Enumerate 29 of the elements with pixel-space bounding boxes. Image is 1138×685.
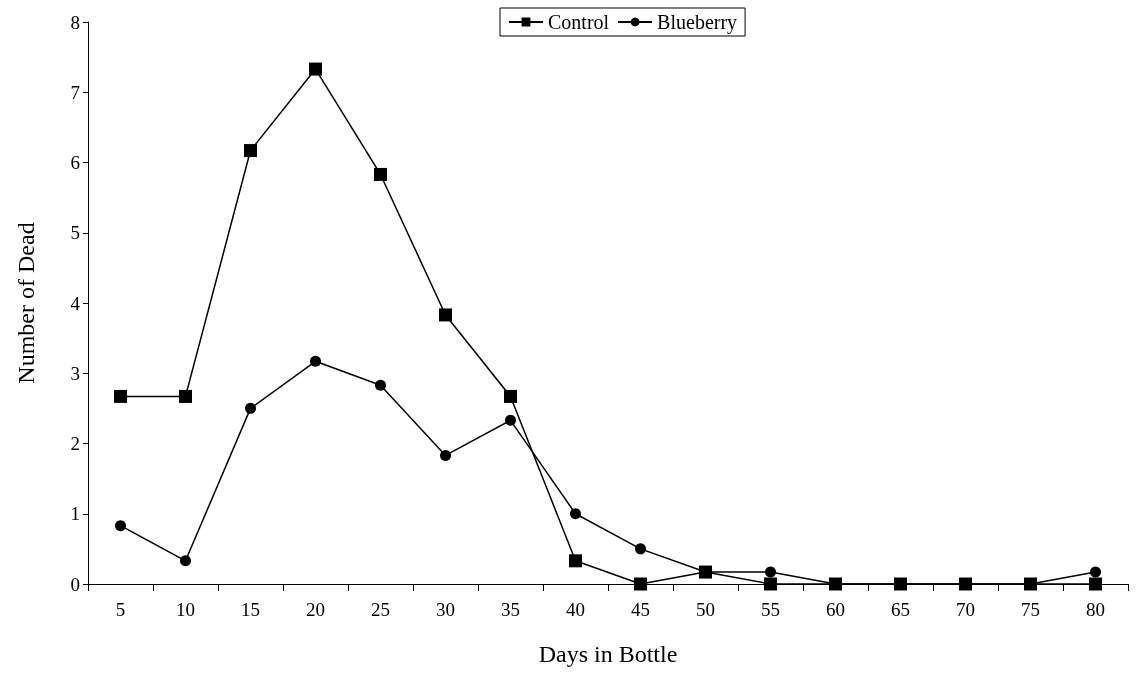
x-tick-label: 5	[115, 599, 126, 620]
y-tick-label: 4	[70, 292, 81, 314]
x-tick-label: 75	[1021, 599, 1040, 620]
x-tick-label: 65	[891, 599, 910, 620]
y-tick-label: 2	[70, 433, 80, 454]
legend-label: Blueberry	[657, 11, 738, 34]
x-tick-label: 45	[631, 599, 650, 620]
x-tick-label: 35	[501, 599, 520, 620]
y-tick-label: 6	[70, 152, 80, 173]
x-tick-label: 10	[176, 599, 195, 620]
x-tick-label: 55	[761, 599, 780, 620]
x-tick-label: 60	[826, 599, 845, 620]
y-tick-label: 5	[70, 222, 80, 244]
y-tick-label: 0	[70, 573, 80, 595]
x-tick-label: 80	[1086, 599, 1105, 620]
y-axis-title: Number of Dead	[13, 222, 39, 384]
x-tick-label: 20	[306, 599, 325, 620]
x-tick-label: 25	[371, 599, 390, 620]
x-tick-label: 40	[566, 599, 585, 620]
y-tick-label: 8	[70, 11, 80, 33]
y-tick-label: 7	[70, 81, 80, 103]
legend-label: Control	[548, 11, 610, 33]
x-tick-label: 15	[241, 599, 260, 620]
x-axis-title: Days in Bottle	[538, 641, 678, 667]
y-tick-label: 3	[70, 362, 80, 384]
y-tick-label: 1	[70, 503, 80, 525]
x-tick-label: 70	[956, 599, 975, 620]
x-tick-label: 50	[696, 599, 715, 620]
x-tick-label: 30	[436, 599, 455, 620]
